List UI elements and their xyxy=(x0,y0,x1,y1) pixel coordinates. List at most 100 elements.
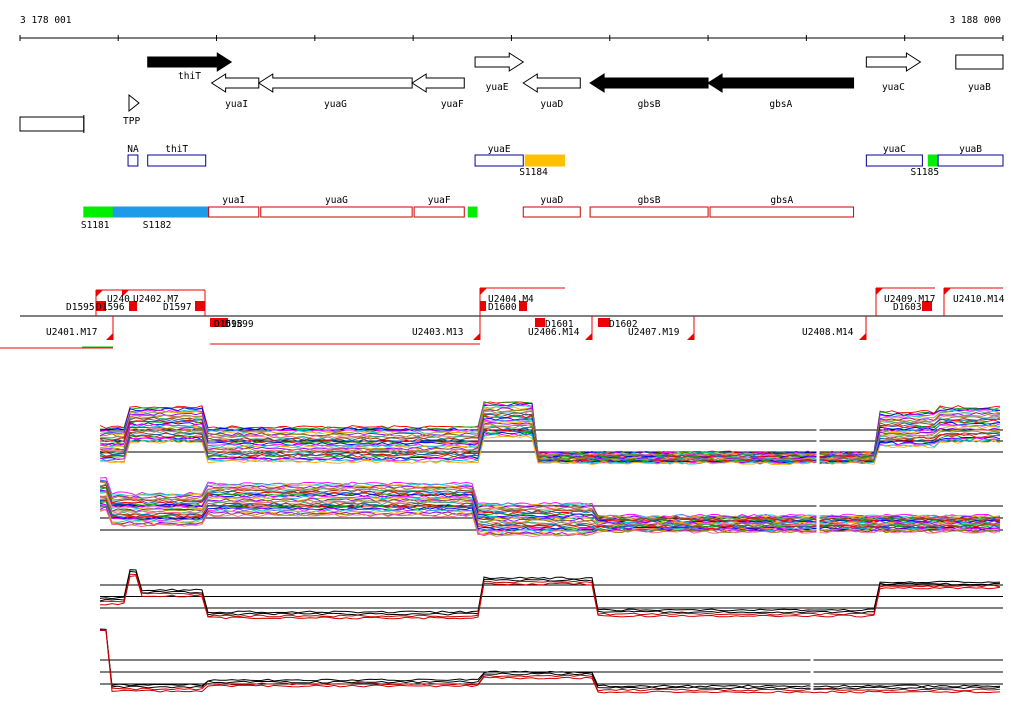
feature-marker xyxy=(96,290,103,297)
tpp-riboswitch: TPP xyxy=(123,93,140,127)
profile-line xyxy=(99,401,1001,455)
profile-line xyxy=(99,504,1001,533)
annotation-box xyxy=(467,206,478,218)
feature-label: D1595 xyxy=(66,302,95,313)
annotation-label: gbsB xyxy=(638,195,661,206)
feature-block xyxy=(519,301,527,311)
feature-block xyxy=(195,301,205,311)
feature-marker xyxy=(106,333,113,340)
feature-block xyxy=(535,318,545,327)
feature-label: U2401.M17 xyxy=(46,327,97,338)
gene-arrow xyxy=(589,73,709,93)
gene-label: gbsA xyxy=(769,99,792,110)
gene-arrow xyxy=(147,52,233,72)
feature-label: D1602 xyxy=(609,319,638,330)
profile-line xyxy=(99,508,1001,537)
feature-block xyxy=(96,301,106,311)
annotation-box xyxy=(524,154,566,167)
annotation-box xyxy=(927,154,939,167)
profile-line xyxy=(99,629,1001,692)
feature-label: D1600 xyxy=(488,302,517,313)
feature-marker xyxy=(122,290,129,297)
annotation-box xyxy=(709,206,855,218)
riboswitch-label: TPP xyxy=(123,116,140,127)
gene-arrow xyxy=(210,73,260,93)
gene-arrow xyxy=(865,52,922,72)
gene-arrow xyxy=(411,73,465,93)
annotation-label: thiT xyxy=(165,144,188,155)
feature-label: D1597 xyxy=(163,302,192,313)
feature-marker xyxy=(480,288,487,295)
gene-label: thiT xyxy=(178,71,201,82)
gene-arrow xyxy=(19,116,85,132)
profile-line xyxy=(99,484,1001,522)
gene-arrow xyxy=(955,54,1004,70)
feature-marker xyxy=(876,288,883,295)
feature-label: U2404.M4 xyxy=(488,294,534,305)
ruler-end-label: 3 188 000 xyxy=(950,15,1002,26)
gene-arrow xyxy=(707,73,855,93)
segment-label: S1185 xyxy=(910,167,939,178)
gene-label: yuaE xyxy=(486,82,509,93)
profile-line xyxy=(99,629,1001,694)
annotation-label: yuaF xyxy=(428,195,451,206)
profile-line xyxy=(99,629,1001,688)
gene-label: yuaF xyxy=(441,99,464,110)
feature-label: U2403.M13 xyxy=(412,327,463,338)
gene-label: yuaB xyxy=(968,82,991,93)
annotation-box xyxy=(865,154,923,167)
gene-label: yuaC xyxy=(882,82,905,93)
gene-label: yuaI xyxy=(225,99,248,110)
annotation-box xyxy=(208,206,260,218)
annotation-track-1: NA thiT yuaE yuaC yuaB S1184 S1185 xyxy=(127,144,1004,178)
annotation-box xyxy=(474,154,524,167)
annotation-label: yuaC xyxy=(883,144,906,155)
gene-arrow xyxy=(474,52,525,72)
feature-track: U240 U2402.M7 U2404.M4 U2409.M17 U2410.M14 D1… xyxy=(0,287,1005,349)
feature-marker xyxy=(473,333,480,340)
profile-line xyxy=(99,407,1001,457)
profile-line xyxy=(99,484,1001,521)
feature-label: U240 xyxy=(107,294,130,305)
profile-line xyxy=(99,477,1001,518)
feature-marker xyxy=(859,333,866,340)
feature-marker xyxy=(585,333,592,340)
segment-label: S1181 xyxy=(81,220,110,231)
segment-label: S1184 xyxy=(519,167,548,178)
profile-line xyxy=(99,435,1001,465)
feature-marker xyxy=(944,288,951,295)
profile-line xyxy=(99,569,1001,614)
profile-line xyxy=(99,628,1001,690)
feature-label: D1596 xyxy=(96,302,125,313)
segment-label: S1182 xyxy=(143,220,172,231)
profile-line xyxy=(99,496,1001,528)
expression-profiles xyxy=(99,401,1003,694)
feature-label: U2406.M14 xyxy=(528,327,580,338)
feature-label: U2410.M14 xyxy=(953,294,1005,305)
gene-arrow xyxy=(522,73,581,93)
profile-line xyxy=(99,487,1001,523)
annotation-box xyxy=(260,206,413,218)
annotation-box xyxy=(589,206,709,218)
annotation-box xyxy=(937,154,1004,167)
coordinate-ruler: 3 178 001 3 188 000 xyxy=(19,15,1004,41)
annotation-box xyxy=(147,154,207,167)
annotation-label: NA xyxy=(127,144,139,155)
annotation-label: yuaI xyxy=(222,195,245,206)
gene-track: thiT yuaI yuaG yuaF yuaE yuaD gbsB gbsA yuaC yuaB xyxy=(19,52,1004,133)
feature-label: D1601 xyxy=(545,319,574,330)
annotation-box xyxy=(522,206,581,218)
feature-label: D1598 xyxy=(214,319,243,330)
feature-marker xyxy=(687,333,694,340)
profile-line xyxy=(99,402,1000,456)
annotation-box xyxy=(413,206,465,218)
gene-label: gbsB xyxy=(638,99,661,110)
feature-label: U2407.M19 xyxy=(628,327,680,338)
annotation-label: yuaB xyxy=(959,144,982,155)
annotation-label: yuaG xyxy=(325,195,348,206)
annotation-box xyxy=(112,206,210,218)
feature-block xyxy=(210,318,228,327)
feature-label: U2402.M7 xyxy=(133,294,179,305)
gene-arrow xyxy=(257,73,413,93)
